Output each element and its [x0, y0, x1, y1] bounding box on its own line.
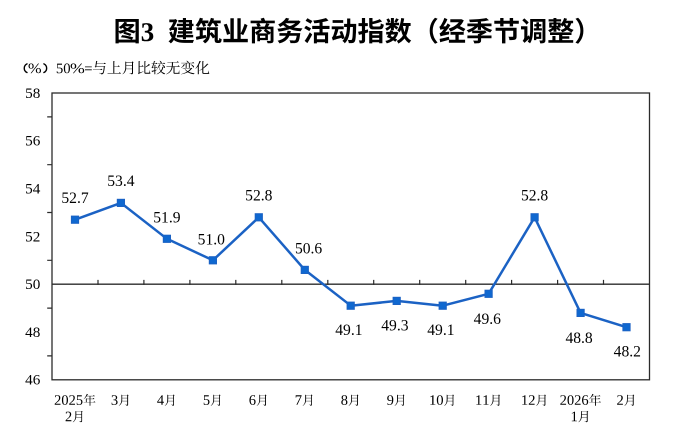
- svg-text:48.8: 48.8: [565, 330, 592, 347]
- svg-text:48: 48: [25, 324, 41, 341]
- svg-text:49.1: 49.1: [427, 322, 454, 339]
- svg-text:52.8: 52.8: [245, 187, 272, 204]
- svg-text:52.8: 52.8: [521, 187, 548, 204]
- svg-text:46: 46: [25, 372, 41, 389]
- svg-text:49.6: 49.6: [474, 311, 501, 328]
- svg-text:54: 54: [25, 181, 41, 198]
- svg-text:58: 58: [25, 85, 41, 102]
- svg-text:56: 56: [25, 133, 41, 150]
- svg-text:52.7: 52.7: [61, 190, 88, 207]
- svg-text:49.1: 49.1: [335, 322, 362, 339]
- svg-text:48.2: 48.2: [614, 344, 641, 361]
- svg-text:50.6: 50.6: [295, 240, 322, 257]
- svg-text:51.0: 51.0: [198, 231, 225, 248]
- svg-text:53.4: 53.4: [107, 173, 134, 190]
- svg-text:49.3: 49.3: [381, 317, 408, 334]
- svg-text:52: 52: [25, 228, 40, 245]
- svg-text:51.9: 51.9: [153, 209, 180, 226]
- svg-text:50: 50: [25, 276, 41, 293]
